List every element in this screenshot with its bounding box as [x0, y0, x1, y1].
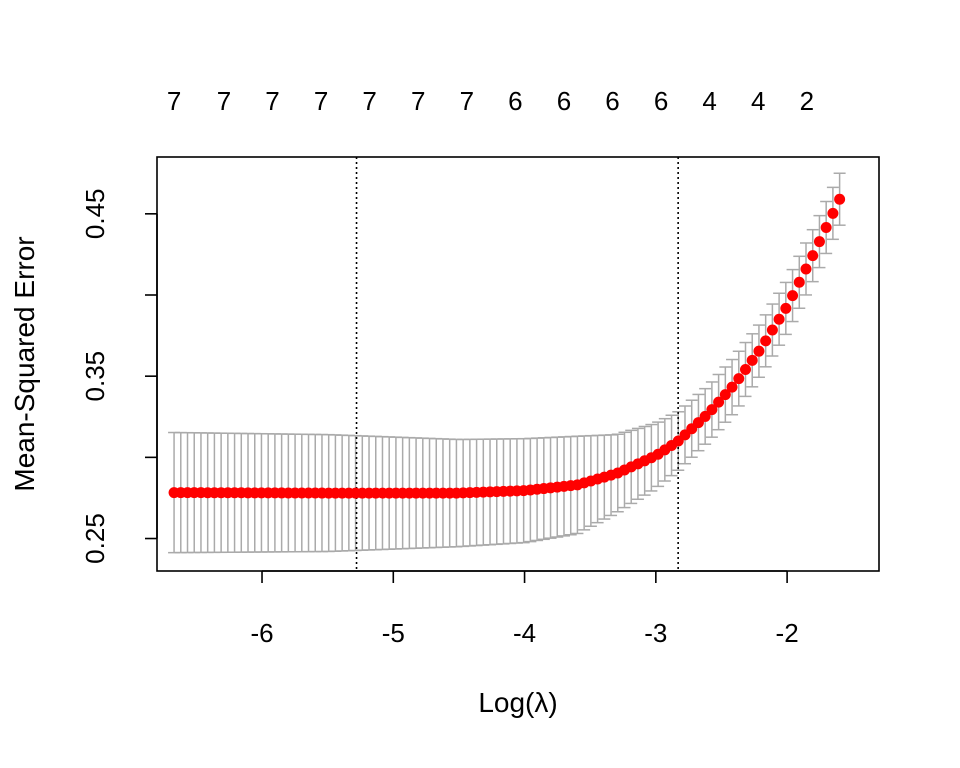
data-point: [834, 193, 846, 205]
top-axis-label: 7: [265, 86, 279, 116]
data-point: [766, 324, 778, 336]
data-point: [800, 263, 812, 275]
data-point: [726, 381, 738, 393]
x-axis-title: Log(λ): [478, 687, 557, 718]
data-point: [813, 236, 825, 248]
y-tick-label: 0.35: [80, 351, 110, 402]
x-tick-label: -2: [776, 618, 799, 648]
data-point: [787, 290, 799, 302]
top-axis-label: 7: [314, 86, 328, 116]
top-axis-label: 4: [702, 86, 716, 116]
vertical-lines: [355, 157, 679, 571]
data-points: [168, 193, 846, 499]
data-point: [827, 207, 839, 219]
top-axis-label: 7: [217, 86, 231, 116]
top-axis-label: 6: [605, 86, 619, 116]
y-tick-label: 0.45: [80, 189, 110, 240]
x-tick-label: -4: [513, 618, 536, 648]
data-point: [793, 276, 805, 288]
x-axis: -6 -5 -4 -3 -2: [250, 570, 799, 648]
y-axis-title: Mean-Squared Error: [9, 236, 40, 491]
data-point: [733, 373, 745, 385]
top-axis-label: 6: [557, 86, 571, 116]
data-point: [760, 335, 772, 347]
top-axis-label: 7: [460, 86, 474, 116]
data-point: [706, 404, 718, 416]
plot-frame: [156, 156, 880, 572]
data-point: [739, 363, 751, 375]
data-point: [773, 313, 785, 325]
data-point: [780, 302, 792, 314]
data-point: [713, 396, 725, 408]
data-point: [699, 410, 711, 422]
data-point: [807, 250, 819, 262]
top-axis-label: 4: [751, 86, 765, 116]
y-axis: 0.25 0.35 0.45: [80, 189, 158, 564]
data-point: [820, 221, 832, 233]
data-point: [753, 345, 765, 357]
x-tick-label: -6: [250, 618, 273, 648]
y-tick-label: 0.25: [80, 513, 110, 564]
top-axis-label: 6: [654, 86, 668, 116]
top-axis-label: 2: [800, 86, 814, 116]
data-point: [746, 354, 758, 366]
top-axis-label: 7: [167, 86, 181, 116]
x-tick-label: -5: [382, 618, 405, 648]
data-point: [719, 389, 731, 401]
top-axis: 7 7 7 7 7 7 7 6 6 6 6 4 4 2: [167, 86, 814, 116]
top-axis-label: 6: [508, 86, 522, 116]
top-axis-label: 7: [411, 86, 425, 116]
top-axis-label: 7: [362, 86, 376, 116]
x-tick-label: -3: [644, 618, 667, 648]
